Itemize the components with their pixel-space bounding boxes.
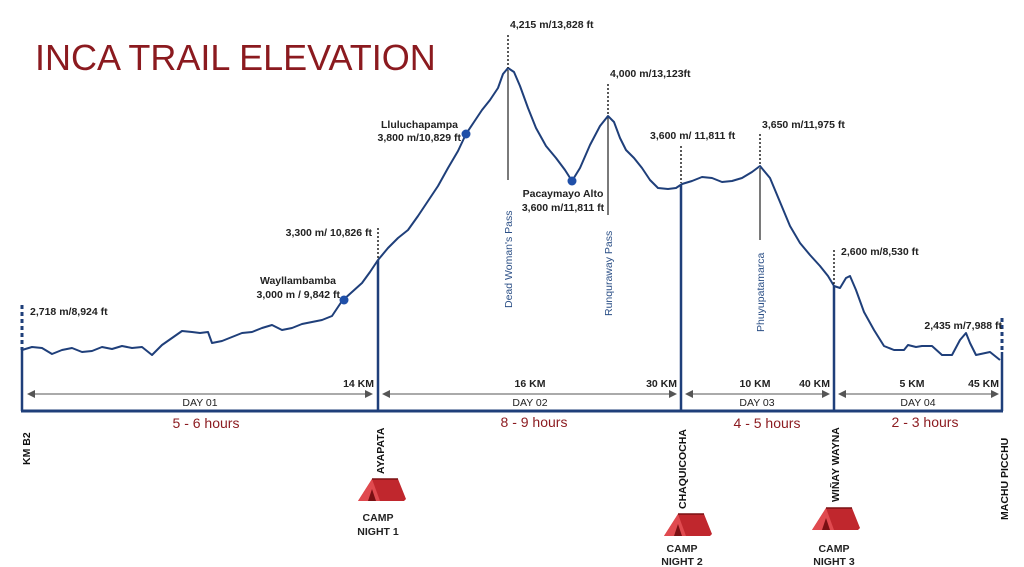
tent-icon-night1 bbox=[357, 478, 407, 502]
elev-winay: 2,600 m/8,530 ft bbox=[841, 246, 919, 258]
day2-duration: 8 - 9 hours bbox=[501, 414, 568, 430]
km-10: 10 KM bbox=[740, 378, 771, 390]
camp1-line2: NIGHT 1 bbox=[357, 526, 399, 538]
point-llulluchapampa-name: Lluluchapampa bbox=[381, 119, 458, 131]
elev-ayapata: 3,300 m/ 10,826 ft bbox=[286, 227, 373, 239]
point-wayllabamba-name: Wayllambamba bbox=[260, 275, 336, 287]
camp2-line2: NIGHT 2 bbox=[661, 556, 703, 567]
camp1-line1: CAMP bbox=[363, 512, 394, 524]
loc-machu-picchu: MACHU PICCHU bbox=[999, 438, 1011, 520]
day3-duration: 4 - 5 hours bbox=[734, 415, 801, 431]
km-16: 16 KM bbox=[515, 378, 546, 390]
day2-label: DAY 02 bbox=[512, 397, 547, 409]
marker-wayllabamba bbox=[339, 295, 349, 305]
loc-ayapata: AYAPATA bbox=[375, 427, 387, 474]
point-llulluchapampa-elev: 3,800 m/10,829 ft bbox=[378, 132, 462, 144]
elev-phuyupatamarca: 3,650 m/11,975 ft bbox=[762, 119, 845, 131]
loc-winay-wayna: WIÑAY WAYNA bbox=[829, 427, 842, 502]
elev-machu-picchu: 2,435 m/7,988 ft bbox=[924, 320, 1002, 332]
marker-pacaymayo bbox=[567, 176, 577, 186]
km-30: 30 KM bbox=[646, 378, 677, 390]
tent-icon-night3 bbox=[811, 507, 861, 531]
day4-duration: 2 - 3 hours bbox=[892, 414, 959, 430]
camp3-line2: NIGHT 3 bbox=[813, 556, 855, 567]
km-14: 14 KM bbox=[343, 378, 374, 390]
elevation-profile-line bbox=[21, 67, 1001, 361]
km-40: 40 KM bbox=[799, 378, 830, 390]
pass-runquraway: Runquraway Pass bbox=[603, 231, 615, 316]
loc-km-b2: KM B2 bbox=[21, 432, 33, 465]
elev-dead-woman: 4,215 m/13,828 ft bbox=[510, 19, 594, 31]
day4-label: DAY 04 bbox=[900, 397, 935, 409]
loc-chaquicocha: CHAQUICOCHA bbox=[677, 429, 689, 509]
camp3-line1: CAMP bbox=[819, 543, 850, 555]
elev-chaquicocha: 3,600 m/ 11,811 ft bbox=[650, 130, 736, 142]
tent-icon-night2 bbox=[663, 513, 713, 537]
elev-start: 2,718 m/8,924 ft bbox=[30, 306, 108, 318]
point-pacaymayo-name: Pacaymayo Alto bbox=[523, 188, 604, 200]
point-pacaymayo-elev: 3,600 m/11,811 ft bbox=[522, 202, 605, 214]
camp2-line1: CAMP bbox=[667, 543, 698, 555]
point-wayllabamba-elev: 3,000 m / 9,842 ft bbox=[257, 289, 341, 301]
day1-label: DAY 01 bbox=[182, 397, 217, 409]
km-5: 5 KM bbox=[899, 378, 924, 390]
day3-label: DAY 03 bbox=[739, 397, 774, 409]
km-45: 45 KM bbox=[968, 378, 999, 390]
day1-duration: 5 - 6 hours bbox=[173, 415, 240, 431]
marker-llulluchapampa bbox=[461, 129, 471, 139]
pass-phuyupatamarca: Phuyupatamarca bbox=[755, 252, 767, 332]
page-title: INCA TRAIL ELEVATION bbox=[35, 37, 436, 78]
elev-runquraway: 4,000 m/13,123ft bbox=[610, 68, 691, 80]
pass-dead-woman: Dead Woman's Pass bbox=[503, 210, 515, 308]
